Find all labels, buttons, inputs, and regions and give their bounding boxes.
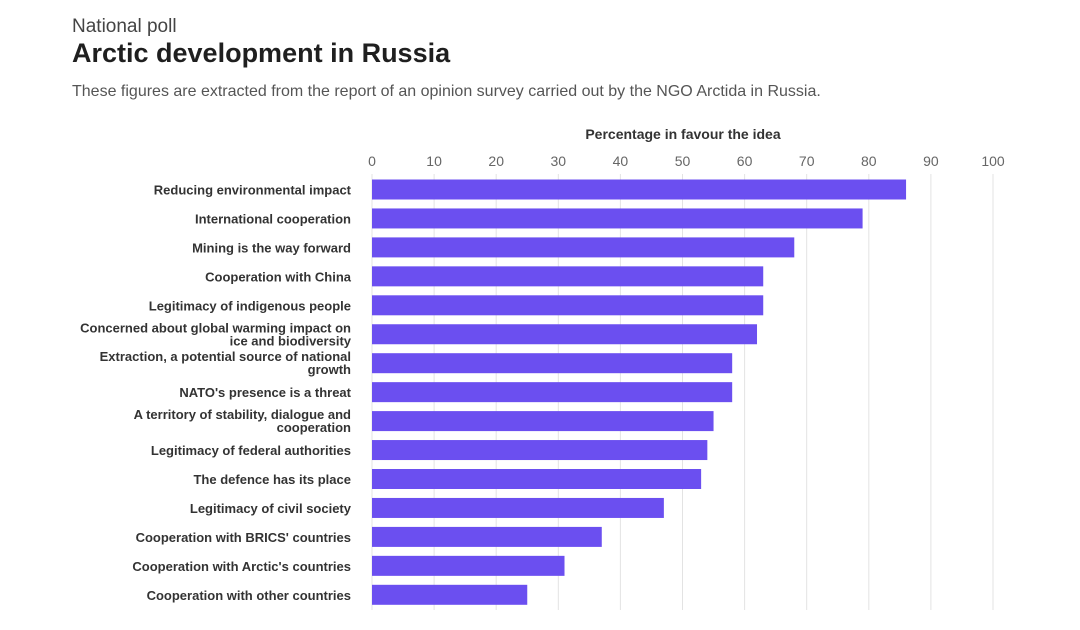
bar xyxy=(372,179,907,200)
x-tick-label: 30 xyxy=(551,153,567,169)
category-label: A territory of stability, dialogue and co… xyxy=(134,407,351,435)
category-label: Mining is the way forward xyxy=(192,240,351,255)
bars xyxy=(372,179,907,605)
bar xyxy=(372,237,795,258)
chart-subtitle: These figures are extracted from the rep… xyxy=(72,83,821,100)
category-label: The defence has its place xyxy=(193,472,351,487)
bar xyxy=(372,353,733,374)
x-tick-label: 20 xyxy=(488,153,504,169)
category-labels: Reducing environmental impact Internation… xyxy=(80,183,352,603)
bar xyxy=(372,497,664,518)
chart-title: Arctic development in Russia xyxy=(72,38,451,68)
category-label: International cooperation xyxy=(195,211,351,226)
category-label: Cooperation with BRICS' countries xyxy=(136,530,351,545)
x-tick-label: 0 xyxy=(368,153,376,169)
bar xyxy=(372,411,714,432)
bar xyxy=(372,555,565,576)
category-label: Concerned about global warming impact on… xyxy=(80,320,352,348)
x-axis-title: Percentage in favour the idea xyxy=(585,126,780,142)
x-tick-label: 90 xyxy=(923,153,939,169)
x-tick-label: 10 xyxy=(426,153,442,169)
x-tick-label: 80 xyxy=(861,153,877,169)
category-label: Cooperation with Arctic's countries xyxy=(132,559,351,574)
x-tick-label: 70 xyxy=(799,153,815,169)
category-label: Legitimacy of civil society xyxy=(190,501,352,516)
bar xyxy=(372,440,708,461)
bar xyxy=(372,295,764,316)
bar xyxy=(372,266,764,287)
bar xyxy=(372,208,863,229)
chart-kicker: National poll xyxy=(72,16,177,37)
bar xyxy=(372,526,602,547)
category-label: Extraction, a potential source of nation… xyxy=(100,349,351,377)
category-label: Reducing environmental impact xyxy=(154,183,352,198)
x-tick-label: 100 xyxy=(981,153,1005,169)
bar xyxy=(372,382,733,403)
category-label: Cooperation with other countries xyxy=(147,588,351,603)
bar xyxy=(372,324,758,345)
bar xyxy=(372,584,528,605)
x-tick-label: 40 xyxy=(613,153,629,169)
category-label: Legitimacy of federal authorities xyxy=(151,443,351,458)
bar xyxy=(372,469,702,489)
category-label: Cooperation with China xyxy=(205,269,352,284)
x-tick-label: 50 xyxy=(675,153,691,169)
category-label: NATO's presence is a threat xyxy=(179,385,351,400)
category-label: Legitimacy of indigenous people xyxy=(149,298,351,313)
x-axis-ticks: 0 10 20 30 40 50 60 70 80 90 100 xyxy=(368,153,1005,169)
x-tick-label: 60 xyxy=(737,153,753,169)
